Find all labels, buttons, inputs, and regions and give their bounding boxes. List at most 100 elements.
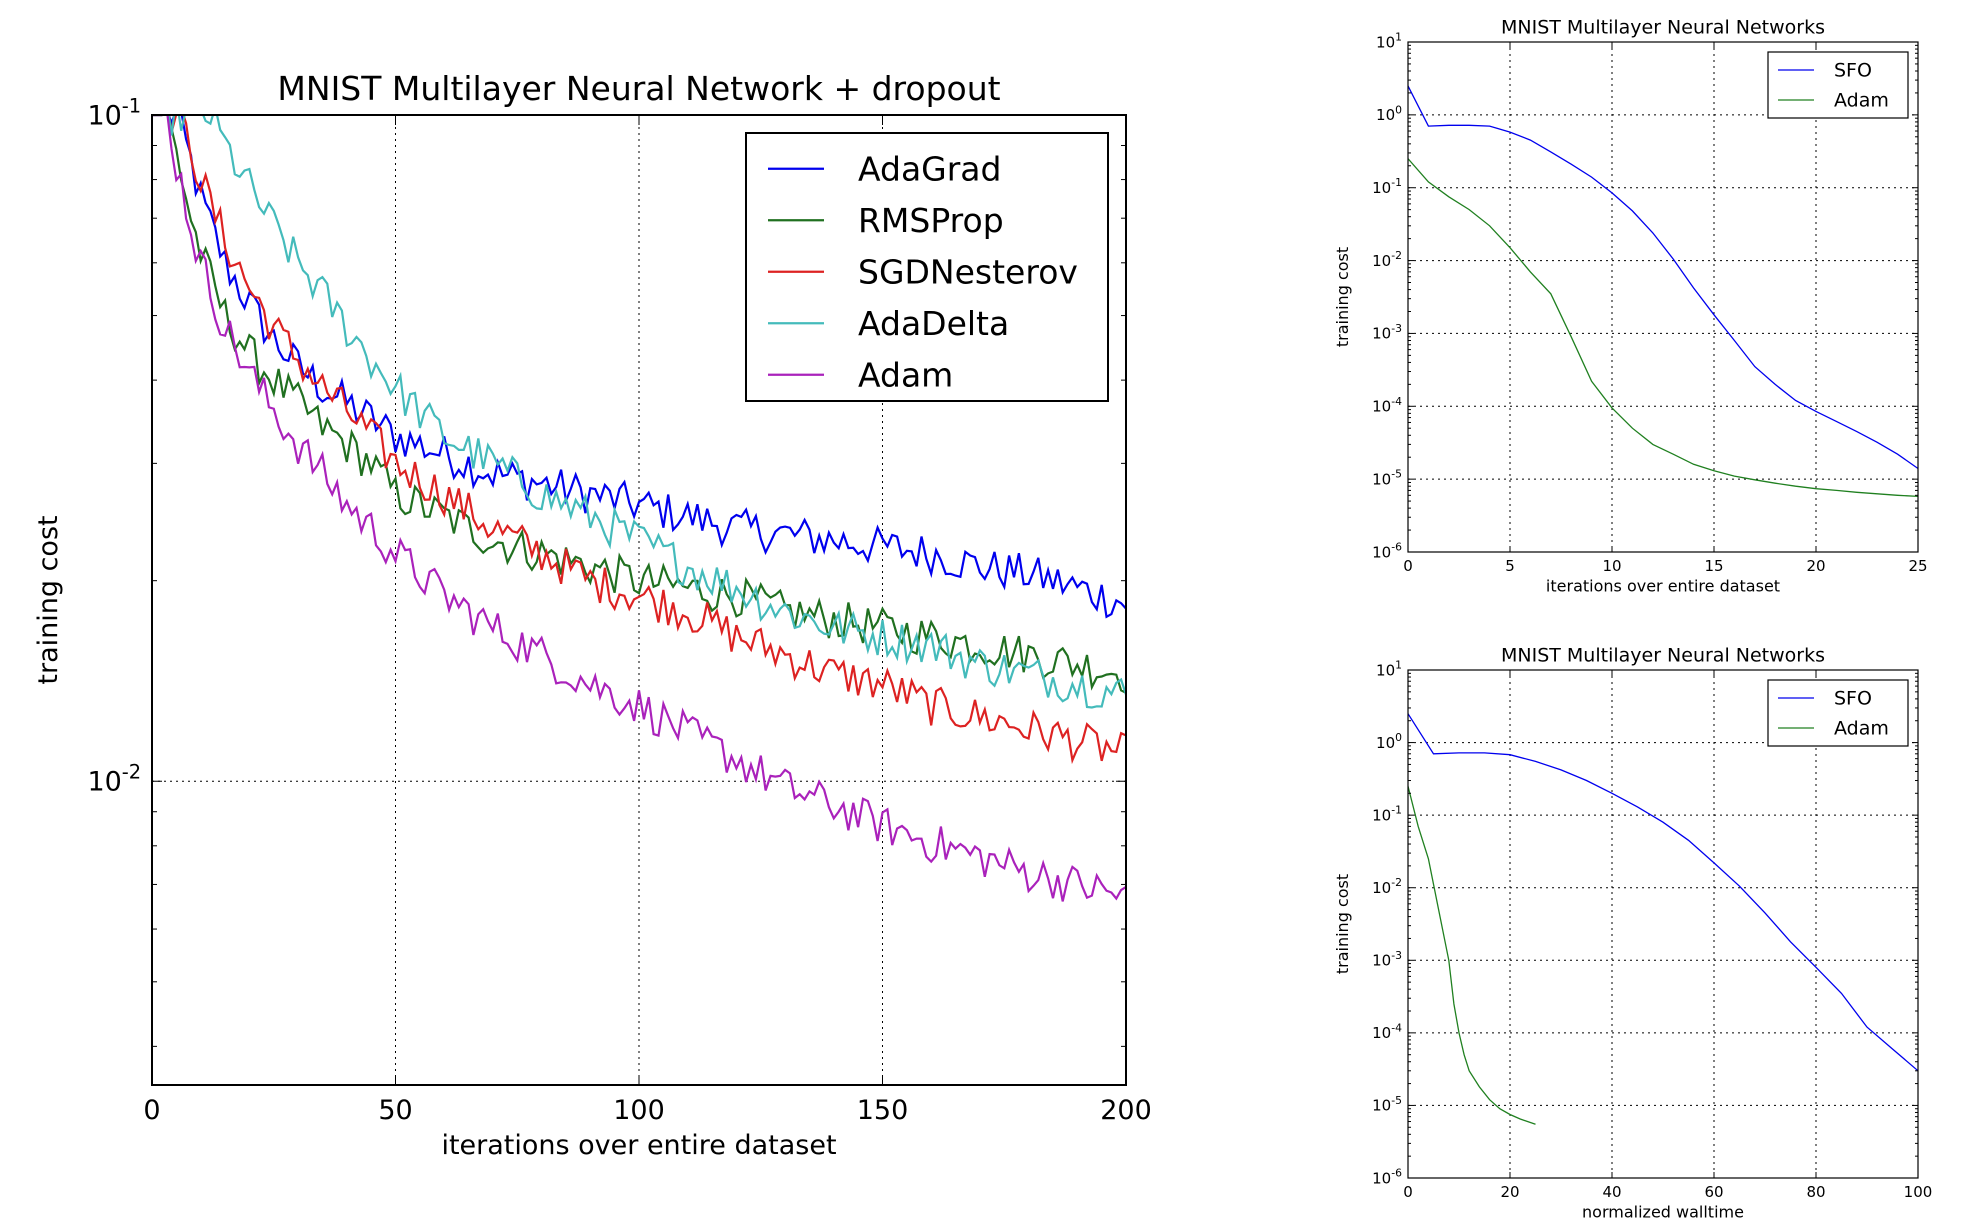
y-tick-label: 10-3	[1372, 322, 1402, 343]
legend: SFO Adam	[1767, 679, 1909, 747]
x-tick-label: 20	[1500, 1183, 1519, 1201]
y-tick-label-exponent: -3	[1391, 322, 1402, 335]
y-tick-label-base: 10	[1376, 106, 1395, 124]
x-axis-label: normalized walltime	[1582, 1203, 1744, 1220]
series-line-adam	[1408, 158, 1918, 498]
y-tick-label-base: 10	[1372, 952, 1391, 970]
y-tick-label: 10-1	[1372, 804, 1402, 825]
x-axis-label: iterations over entire dataset	[1546, 577, 1780, 596]
y-tick-label: 10-1	[87, 94, 141, 131]
x-tick-label: 50	[378, 1095, 412, 1126]
series-line-sgdnesterov	[152, 115, 1126, 765]
legend-label-adadelta: AdaDelta	[858, 304, 1009, 343]
chart-title: MNIST Multilayer Neural Networks	[1501, 16, 1825, 38]
legend-label-sfo: SFO	[1834, 688, 1872, 710]
series-line-sfo	[1408, 713, 1918, 1072]
y-tick-label-exponent: -2	[122, 761, 141, 784]
y-tick-label-base: 10	[1372, 879, 1391, 897]
y-tick-label-exponent: -1	[1391, 804, 1402, 817]
x-tick-label: 40	[1602, 1183, 1621, 1201]
y-tick-label: 101	[1376, 659, 1402, 680]
legend-box	[1767, 679, 1909, 747]
y-tick-label-base: 10	[1372, 543, 1391, 561]
y-tick-label: 10-4	[1372, 395, 1402, 416]
chart-title: MNIST Multilayer Neural Network + dropou…	[277, 69, 1000, 108]
y-tick-label-base: 10	[1372, 1024, 1391, 1042]
x-tick-label: 25	[1908, 557, 1927, 575]
y-tick-label: 100	[1376, 103, 1402, 124]
y-tick-label: 10-2	[87, 761, 141, 798]
y-tick-label-exponent: 0	[1395, 731, 1402, 744]
y-tick-label: 10-1	[1372, 176, 1402, 197]
y-tick-label-exponent: 0	[1395, 103, 1402, 116]
series-line-adagrad	[152, 115, 1126, 619]
y-tick-label-base: 10	[1372, 252, 1391, 270]
y-tick-label: 10-6	[1372, 1167, 1402, 1188]
legend-label-rmsprop: RMSProp	[858, 201, 1004, 240]
y-tick-label-base: 10	[1372, 806, 1391, 824]
legend: SFO Adam	[1767, 51, 1909, 119]
y-tick-label-base: 10	[1372, 325, 1391, 343]
x-tick-label: 100	[1904, 1183, 1933, 1201]
y-tick-label-exponent: -6	[1391, 1167, 1402, 1180]
x-tick-label: 5	[1505, 557, 1515, 575]
y-tick-label-exponent: 1	[1395, 659, 1402, 672]
y-tick-label: 10-2	[1372, 876, 1402, 897]
legend-label-adam: Adam	[1834, 718, 1889, 740]
series-line-adadelta	[152, 115, 1126, 709]
x-tick-label: 0	[143, 1095, 160, 1126]
x-tick-label: 10	[1602, 557, 1621, 575]
y-tick-label-exponent: -5	[1391, 468, 1402, 481]
y-tick-label-base: 10	[1376, 33, 1395, 51]
y-tick-label-exponent: -3	[1391, 949, 1402, 962]
y-tick-label-base: 10	[1372, 398, 1391, 416]
y-tick-label: 100	[1376, 731, 1402, 752]
chart-2: 0 20 40 60 80 10010110010-110-210-310-410-510…	[1333, 644, 1932, 1220]
y-tick-label: 10-6	[1372, 541, 1402, 562]
y-tick-label-base: 10	[1376, 661, 1395, 679]
x-tick-label: 100	[613, 1095, 665, 1126]
y-tick-label-base: 10	[87, 767, 121, 798]
x-tick-label: 200	[1100, 1095, 1152, 1126]
legend-label-adagrad: AdaGrad	[858, 149, 1001, 188]
y-tick-label-exponent: 1	[1395, 31, 1402, 44]
x-tick-label: 20	[1806, 557, 1825, 575]
series-line-adam	[152, 115, 1126, 902]
y-tick-label: 101	[1376, 31, 1402, 52]
legend-label-adam: Adam	[858, 355, 953, 394]
plot-frame	[1407, 41, 1919, 553]
y-axis-label: training cost	[1333, 247, 1352, 347]
legend-label-adam: Adam	[1834, 90, 1889, 112]
plot-frame	[1407, 669, 1919, 1179]
series-line-rmsprop	[152, 115, 1126, 694]
y-tick-label-base: 10	[1372, 1169, 1391, 1187]
y-tick-label-exponent: -4	[1391, 1021, 1402, 1034]
series-line-adam	[1408, 786, 1536, 1125]
series-line-sfo	[1408, 85, 1918, 470]
y-tick-label-base: 10	[1372, 470, 1391, 488]
y-tick-label-exponent: -1	[1391, 176, 1402, 189]
legend: AdaGrad RMSProp SGDNesterov AdaDelta Adam	[745, 132, 1109, 402]
x-tick-label: 15	[1704, 557, 1723, 575]
legend-box	[1767, 51, 1909, 119]
legend-label-sfo: SFO	[1834, 60, 1872, 82]
legend-box	[745, 132, 1109, 402]
chart-title: MNIST Multilayer Neural Networks	[1501, 644, 1825, 666]
y-tick-label-base: 10	[1372, 179, 1391, 197]
y-tick-label-exponent: -2	[1391, 249, 1402, 262]
y-tick-label-exponent: -6	[1391, 541, 1402, 554]
y-tick-label: 10-5	[1372, 1094, 1402, 1115]
y-tick-label: 10-5	[1372, 468, 1402, 489]
x-tick-label: 0	[1403, 1183, 1413, 1201]
y-tick-label-base: 10	[1376, 734, 1395, 752]
y-tick-label-exponent: -2	[1391, 876, 1402, 889]
y-axis-label: training cost	[1333, 874, 1352, 974]
y-tick-label-exponent: -5	[1391, 1094, 1402, 1107]
y-tick-label-base: 10	[1372, 1097, 1391, 1115]
y-tick-label-base: 10	[87, 100, 121, 131]
y-axis-label: training cost	[33, 515, 64, 684]
x-tick-label: 150	[857, 1095, 909, 1126]
y-tick-label: 10-3	[1372, 949, 1402, 970]
y-tick-label-exponent: -1	[122, 94, 141, 117]
